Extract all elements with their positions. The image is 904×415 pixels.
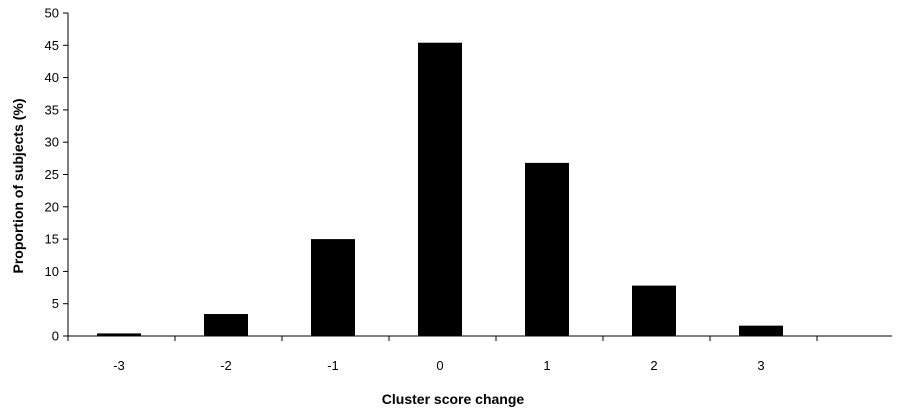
- y-tick-label: 5: [52, 296, 59, 311]
- bars: [97, 42, 783, 336]
- x-tick-label: 3: [757, 358, 764, 373]
- y-tick-label: 25: [45, 167, 59, 182]
- x-tick-label: 2: [650, 358, 657, 373]
- y-tick-label: 10: [45, 264, 59, 279]
- y-tick-label: 35: [45, 102, 59, 117]
- y-tick-label: 50: [45, 6, 59, 21]
- y-tick-label: 40: [45, 70, 59, 85]
- y-tick-label: 15: [45, 232, 59, 247]
- bar-3: [739, 325, 783, 336]
- y-tick-label: 0: [52, 329, 59, 344]
- x-tick-label: 1: [543, 358, 550, 373]
- bar--1: [311, 239, 355, 336]
- y-tick-label: 45: [45, 38, 59, 53]
- bar--2: [204, 314, 248, 336]
- x-tick-label: 0: [436, 358, 443, 373]
- x-axis-title: Cluster score change: [382, 391, 525, 407]
- bar-0: [418, 42, 462, 336]
- y-axis-title: Proportion of subjects (%): [10, 99, 26, 274]
- y-tick-label: 30: [45, 135, 59, 150]
- x-tick-label: -2: [220, 358, 232, 373]
- bar--3: [97, 333, 141, 336]
- y-tick-label: 20: [45, 199, 59, 214]
- x-axis-ticks: -3 -2 -1 0 1 2 3: [67, 336, 818, 373]
- x-tick-label: -1: [327, 358, 339, 373]
- bar-1: [525, 162, 569, 336]
- bar-2: [632, 285, 676, 336]
- y-axis-ticks: 0 5 10 15 20 25 30 35 40 45 50: [45, 6, 68, 344]
- x-tick-label: -3: [113, 358, 125, 373]
